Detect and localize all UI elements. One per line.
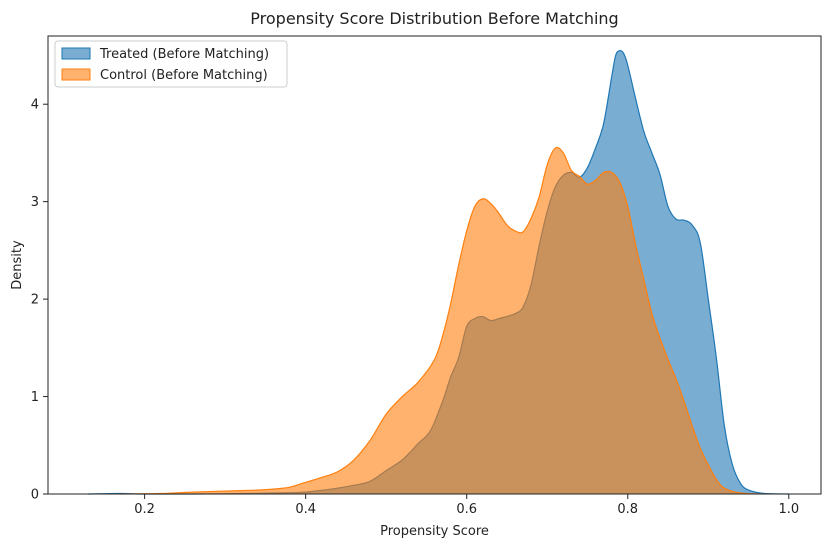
legend-box — [54, 40, 288, 88]
y-axis: 0 1 2 3 4 — [31, 98, 48, 503]
y-tick-label: 3 — [31, 195, 39, 210]
y-tick-label: 0 — [31, 488, 39, 503]
x-tick-label: 1.0 — [778, 502, 799, 517]
chart-title: Propensity Score Distribution Before Mat… — [250, 9, 618, 28]
legend-swatch-1 — [61, 47, 91, 60]
x-tick-label: 0.4 — [295, 502, 316, 517]
x-tick-label: 0.8 — [617, 502, 638, 517]
y-tick-label: 2 — [31, 293, 39, 308]
y-tick-label: 1 — [31, 390, 39, 405]
x-axis: 0.2 0.4 0.6 0.8 1.0 — [134, 494, 799, 517]
x-axis-label: Propensity Score — [380, 524, 489, 539]
legend-label-1: Treated (Before Matching) — [99, 47, 269, 62]
x-tick-label: 0.6 — [456, 502, 477, 517]
series-line-2 — [120, 146, 765, 495]
plot-frame — [47, 35, 822, 495]
density-areas — [88, 49, 789, 495]
y-axis-label: Density — [10, 240, 25, 290]
legend-swatch-2 — [61, 68, 91, 81]
x-tick-label: 0.2 — [134, 502, 155, 517]
y-tick-label: 4 — [31, 98, 39, 113]
legend: Treated (Before Matching) Control (Before… — [54, 40, 288, 88]
series-area-2 — [120, 147, 765, 494]
legend-label-2: Control (Before Matching) — [100, 68, 268, 83]
